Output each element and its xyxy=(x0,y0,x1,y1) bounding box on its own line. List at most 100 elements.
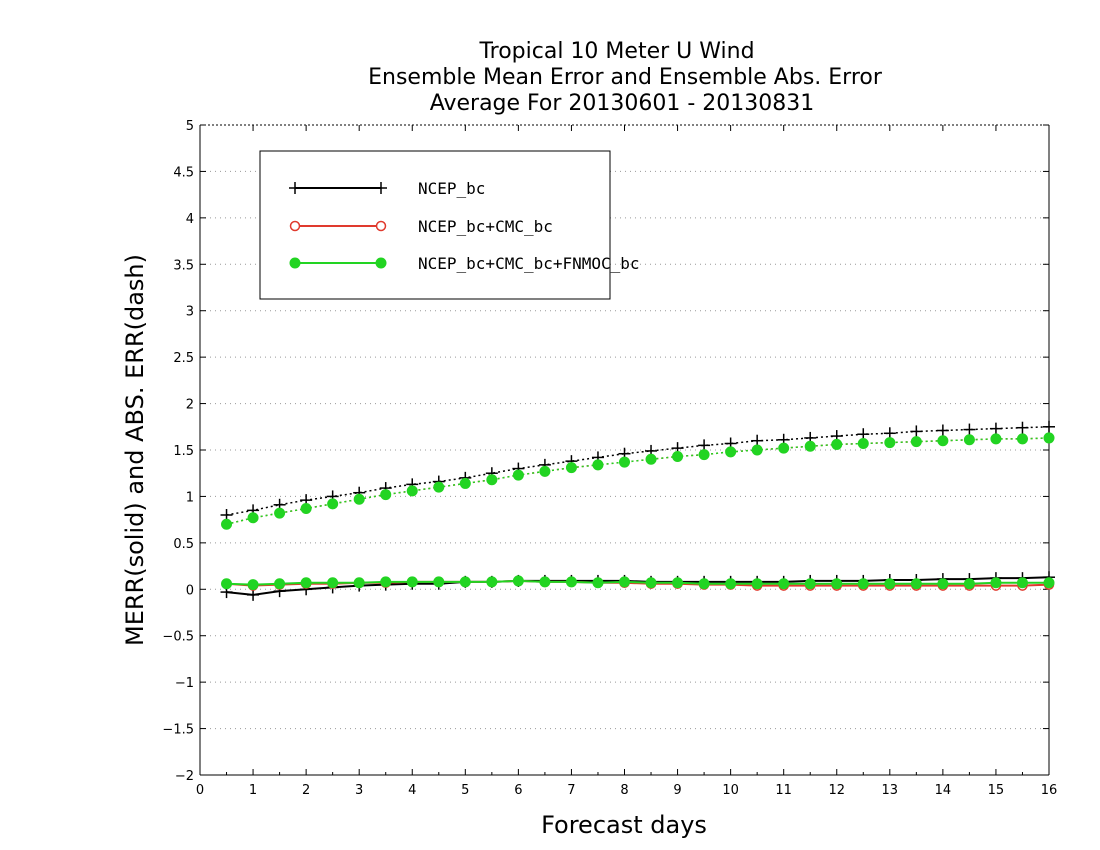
y-tick-label: 1.5 xyxy=(173,444,194,459)
title-line-2: Ensemble Mean Error and Ensemble Abs. Er… xyxy=(368,65,883,90)
abs-err-point xyxy=(459,477,471,489)
abs-err-point xyxy=(778,442,790,454)
merr-point xyxy=(592,577,604,589)
abs-err-point xyxy=(672,451,684,462)
merr-point xyxy=(433,576,445,588)
legend-label: NCEP_bc+CMC_bc+FNMOC_bc xyxy=(418,254,640,273)
merr-point xyxy=(1016,577,1028,589)
x-tick-label: 8 xyxy=(620,783,628,798)
legend-item-ncep-bc-cmc-bc-fnmoc-bc: NCEP_bc+CMC_bc+FNMOC_bc xyxy=(289,254,640,273)
legend-item-ncep-bc: NCEP_bc xyxy=(289,179,485,198)
abs-err-point xyxy=(565,462,577,474)
abs-err-point xyxy=(1016,433,1028,445)
merr-point xyxy=(725,578,737,590)
abs-err-point xyxy=(645,453,657,465)
abs-err-point xyxy=(963,423,976,436)
abs-err-point xyxy=(247,512,259,524)
y-tick-label: −2 xyxy=(175,769,194,784)
legend-marker xyxy=(289,220,301,232)
merr-point xyxy=(751,578,763,590)
merr-point xyxy=(247,588,260,601)
abs-err-point xyxy=(327,498,339,510)
x-ticks: 0 1 2 3 4 5 6 7 8 9 10 11 12 13 14 15 16 xyxy=(196,125,1057,798)
merr-point xyxy=(963,578,975,590)
merr-point xyxy=(353,577,365,589)
merr-point xyxy=(459,576,471,588)
chart-title: Tropical 10 Meter U Wind Ensemble Mean E… xyxy=(368,39,883,116)
merr-point xyxy=(274,578,286,590)
legend-marker xyxy=(289,257,301,269)
abs-err-point xyxy=(353,493,365,505)
merr-point xyxy=(804,578,816,590)
abs-err-point xyxy=(300,503,312,514)
x-tick-label: 9 xyxy=(673,783,681,798)
legend-item-ncep-bc-cmc-bc: NCEP_bc+CMC_bc xyxy=(289,217,553,236)
merr-point xyxy=(247,579,259,591)
abs-err-point xyxy=(274,507,286,519)
y-tick-label: 5 xyxy=(186,119,194,134)
abs-err-point xyxy=(804,440,816,452)
abs-err-point xyxy=(512,469,524,481)
y-tick-label: 0 xyxy=(186,583,194,598)
merr-point xyxy=(672,577,684,589)
abs-err-line xyxy=(226,437,1050,526)
abs-err-point xyxy=(539,465,551,477)
abs-err-point xyxy=(937,435,949,447)
abs-err-point xyxy=(910,436,922,448)
x-tick-label: 6 xyxy=(514,783,522,798)
series xyxy=(220,420,1055,601)
y-tick-label: 1 xyxy=(186,490,194,505)
merr-point xyxy=(380,576,392,588)
y-tick-label: −0.5 xyxy=(162,630,194,645)
abs-err-line xyxy=(226,437,1050,526)
merr-point xyxy=(512,575,524,587)
abs-err-point xyxy=(486,474,498,486)
y-tick-label: 0.5 xyxy=(173,537,194,552)
y-tick-label: 4 xyxy=(186,212,194,227)
abs-err-point xyxy=(433,481,445,493)
x-tick-label: 1 xyxy=(249,783,257,798)
abs-err-point xyxy=(990,433,1002,445)
x-tick-label: 0 xyxy=(196,783,204,798)
merr-point xyxy=(1043,577,1055,589)
x-tick-label: 10 xyxy=(722,783,739,798)
title-line-3: Average For 20130601 - 20130831 xyxy=(430,91,815,116)
y-tick-label: 2.5 xyxy=(173,351,194,366)
y-tick-label: 4.5 xyxy=(173,165,194,180)
abs-err-point xyxy=(1043,432,1055,444)
merr-point xyxy=(539,576,551,588)
abs-err-point xyxy=(725,446,737,458)
abs-err-point xyxy=(592,459,604,471)
x-tick-label: 5 xyxy=(461,783,469,798)
x-tick-label: 4 xyxy=(408,783,416,798)
merr-point xyxy=(937,578,949,590)
abs-err-point xyxy=(406,485,418,497)
x-axis-title: Forecast days xyxy=(541,811,707,839)
x-tick-label: 11 xyxy=(775,783,792,798)
y-axis-title: MERR(solid) and ABS. ERR(dash) xyxy=(121,254,149,646)
x-tick-label: 13 xyxy=(882,783,899,798)
merr-point xyxy=(857,578,869,590)
abs-err-line xyxy=(226,426,1050,516)
merr-point xyxy=(221,578,233,590)
x-tick-label: 7 xyxy=(567,783,575,798)
merr-point xyxy=(698,578,710,590)
abs-err-point xyxy=(831,438,843,450)
merr-point xyxy=(406,576,418,588)
merr-point xyxy=(327,577,339,589)
x-tick-label: 14 xyxy=(935,783,952,798)
merr-point xyxy=(990,577,1002,589)
merr-point xyxy=(645,577,657,589)
series-ncep-bc xyxy=(220,420,1055,601)
legend: NCEP_bc NCEP_bc+CMC_bc NCEP_bc+CMC_bc+FNMO… xyxy=(259,150,640,300)
series-ncep-bc-cmc-bc-fnmoc-bc xyxy=(221,432,1055,591)
abs-err-point xyxy=(221,518,233,530)
y-tick-label: 3.5 xyxy=(173,258,194,273)
y-tick-label: 3 xyxy=(186,305,194,320)
legend-marker xyxy=(375,257,387,269)
x-tick-label: 2 xyxy=(302,783,310,798)
x-tick-label: 12 xyxy=(828,783,845,798)
y-ticks: −2 −1.5 −1 −0.5 0 0.5 1 1.5 2 2.5 3 3.5 4 4.5 5 xyxy=(162,119,1049,784)
abs-err-point xyxy=(1043,420,1055,433)
